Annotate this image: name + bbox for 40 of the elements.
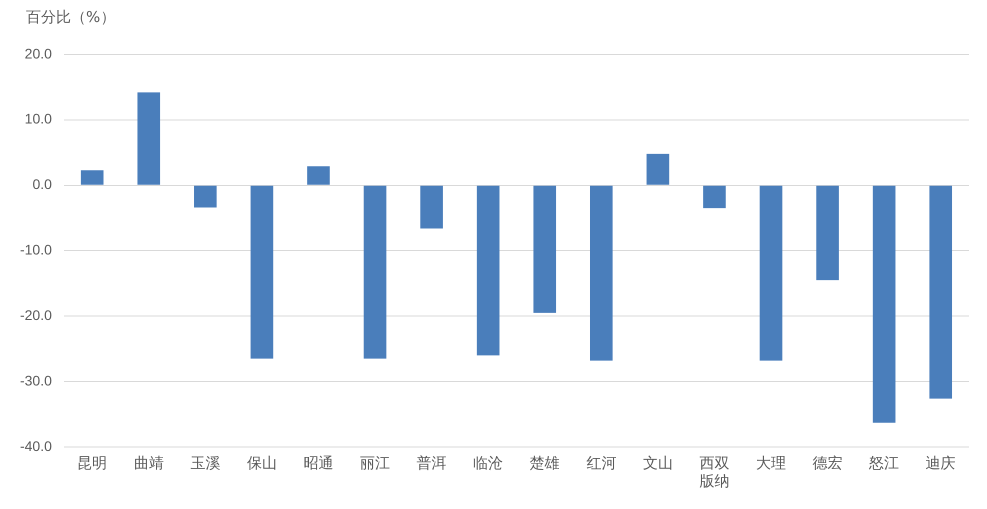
x-tick-label: 西双版纳	[699, 454, 730, 490]
bar	[137, 92, 160, 185]
bar	[872, 186, 896, 423]
bar	[307, 166, 330, 185]
bar	[476, 186, 500, 356]
x-tick-label: 曲靖	[134, 454, 164, 472]
x-tick-label: 昭通	[303, 454, 334, 472]
bar	[364, 186, 386, 359]
x-tick-label: 德宏	[812, 454, 843, 472]
x-tick-label: 保山	[246, 454, 277, 472]
x-tick-label: 昆明	[77, 454, 108, 472]
bar	[250, 186, 274, 359]
bar	[646, 154, 670, 185]
y-tick-label: -40.0	[20, 438, 52, 454]
x-tick-label: 楚雄	[530, 454, 560, 472]
x-tick-label: 红河	[586, 454, 616, 472]
bar	[420, 186, 443, 228]
y-tick-label: -30.0	[20, 372, 52, 388]
y-tick-label: 20.0	[24, 45, 52, 62]
bar	[703, 186, 726, 208]
x-tick-label: 临沧	[473, 454, 504, 472]
x-tick-label: 文山	[642, 454, 673, 472]
bar	[816, 186, 839, 280]
y-tick-label: -20.0	[20, 306, 52, 323]
bar	[760, 186, 782, 361]
y-tick-label: 0.0	[32, 176, 52, 192]
x-tick-label: 迪庆	[926, 454, 956, 472]
y-tick-label: -10.0	[20, 242, 52, 258]
bar	[194, 186, 217, 208]
bar	[590, 186, 613, 361]
x-tick-label: 怒江	[868, 454, 900, 472]
bar	[80, 170, 104, 185]
x-tick-label: 玉溪	[190, 454, 220, 472]
bar	[533, 186, 556, 313]
y-tick-label: 10.0	[24, 110, 52, 127]
y-axis-title: 百分比（%）	[25, 8, 116, 28]
x-tick-label: 大理	[756, 454, 786, 472]
bar	[929, 186, 952, 399]
x-tick-label: 丽江	[360, 454, 390, 472]
x-tick-label: 普洱	[416, 454, 447, 472]
